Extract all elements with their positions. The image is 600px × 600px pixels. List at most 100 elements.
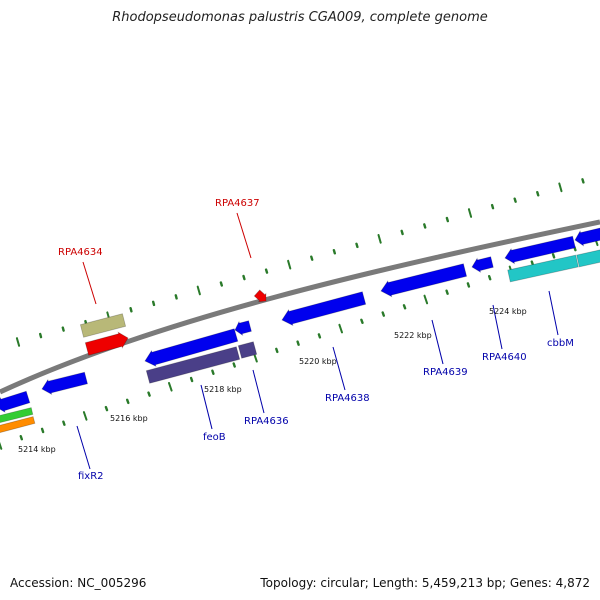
- inner-tick: [530, 260, 534, 266]
- inner-tick: [381, 311, 385, 317]
- gene-arrow: [234, 320, 252, 337]
- outer-tick-track: [15, 178, 585, 347]
- outer-tick: [467, 208, 473, 218]
- inner-tick: [104, 405, 109, 412]
- gene-label: RPA4634: [58, 247, 103, 258]
- gene-label: feoB: [203, 432, 226, 443]
- label-leader: [252, 369, 265, 414]
- kbp-label: 5224 kbp: [489, 307, 527, 316]
- gene-features: [0, 227, 600, 433]
- gene-label: RPA4640: [482, 352, 527, 363]
- gene-arrow: [504, 235, 576, 265]
- gene-arrow: [380, 263, 468, 298]
- inner-tick: [211, 369, 215, 375]
- label-leader: [492, 304, 503, 350]
- gene-arrow: [0, 390, 31, 413]
- gene-arrow: [144, 328, 239, 367]
- outer-tick: [536, 190, 540, 197]
- label-leader: [82, 261, 97, 305]
- gene-label: RPA4637: [215, 198, 260, 209]
- gene-arrow: [41, 371, 88, 396]
- inner-tick: [189, 376, 194, 383]
- outer-tick: [15, 337, 21, 347]
- outer-tick: [151, 300, 156, 307]
- label-leader: [548, 290, 559, 336]
- outer-tick: [129, 307, 133, 313]
- gene-arrow: [253, 289, 267, 303]
- inner-tick: [317, 333, 322, 339]
- outer-tick: [264, 268, 269, 274]
- outer-tick: [196, 285, 201, 296]
- gene-block: [0, 407, 34, 424]
- outer-tick: [39, 332, 43, 339]
- genome-backbone: [0, 219, 600, 395]
- inner-tick: [275, 347, 279, 354]
- outer-tick: [513, 197, 517, 203]
- gene-arrow: [574, 227, 600, 247]
- inner-tick: [19, 435, 23, 441]
- outer-tick: [287, 259, 292, 270]
- gene-arrow: [471, 256, 494, 273]
- gene-block: [507, 254, 579, 283]
- inner-tick: [445, 289, 449, 295]
- genome-summary-text: Topology: circular; Length: 5,459,213 bp…: [260, 576, 590, 590]
- outer-tick: [445, 216, 449, 223]
- accession-text: Accession: NC_005296: [10, 576, 147, 590]
- outer-tick: [377, 234, 382, 244]
- kbp-label: 5216 kbp: [110, 414, 148, 423]
- outer-tick: [490, 203, 495, 210]
- gene-arrow: [281, 291, 367, 327]
- kbp-label: 5222 kbp: [394, 331, 432, 340]
- inner-tick: [338, 323, 343, 334]
- label-leader: [332, 346, 346, 391]
- inner-tick: [488, 275, 492, 281]
- kbp-label: 5218 kbp: [204, 385, 242, 394]
- outer-tick: [423, 223, 427, 229]
- gene-block: [79, 313, 127, 338]
- gene-label: RPA4638: [325, 393, 370, 404]
- label-leader: [236, 212, 252, 259]
- inner-tick: [551, 253, 556, 259]
- inner-tick: [360, 318, 364, 324]
- gene-labels: RPA4634 RPA4637 fixR2 feoB RPA4636 RPA4638 RPA…: [58, 198, 574, 482]
- gene-arrow: [84, 331, 129, 356]
- inner-tick: [0, 441, 3, 450]
- gene-block: [0, 416, 36, 433]
- outer-tick: [558, 182, 563, 193]
- inner-tick: [466, 282, 471, 288]
- outer-tick: [61, 326, 65, 332]
- gene-label: RPA4639: [423, 367, 468, 378]
- outer-tick: [355, 242, 359, 249]
- inner-tick: [232, 362, 236, 368]
- inner-tick: [402, 304, 407, 310]
- kbp-label: 5214 kbp: [18, 445, 56, 454]
- inner-tick: [82, 411, 88, 421]
- gene-label: fixR2: [78, 471, 104, 482]
- label-leader: [431, 319, 444, 365]
- label-leader: [200, 384, 213, 430]
- outer-tick: [219, 281, 224, 287]
- outer-tick: [310, 255, 314, 261]
- inner-tick: [62, 420, 66, 426]
- inner-tick: [253, 352, 258, 363]
- outer-tick: [174, 294, 178, 300]
- label-leader-lines: [76, 212, 559, 470]
- label-leader: [76, 425, 91, 470]
- kbp-scale-labels: 5214 kbp 5216 kbp 5218 kbp 5220 kbp 5222 kbp…: [18, 307, 527, 454]
- inner-tick-track: [0, 236, 599, 450]
- kbp-label: 5220 kbp: [299, 357, 337, 366]
- inner-tick: [147, 391, 151, 397]
- gene-block: [145, 346, 241, 384]
- map-title: Rhodopseudomonas palustris CGA009, compl…: [112, 10, 488, 25]
- gene-label: RPA4636: [244, 416, 289, 427]
- gene-block: [576, 249, 600, 268]
- gene-block: [237, 341, 258, 359]
- inner-tick: [40, 427, 45, 434]
- inner-tick: [125, 398, 130, 405]
- inner-tick: [168, 382, 173, 392]
- outer-tick: [332, 248, 336, 255]
- outer-tick: [400, 229, 404, 236]
- inner-tick: [296, 340, 300, 346]
- outer-tick: [581, 178, 585, 184]
